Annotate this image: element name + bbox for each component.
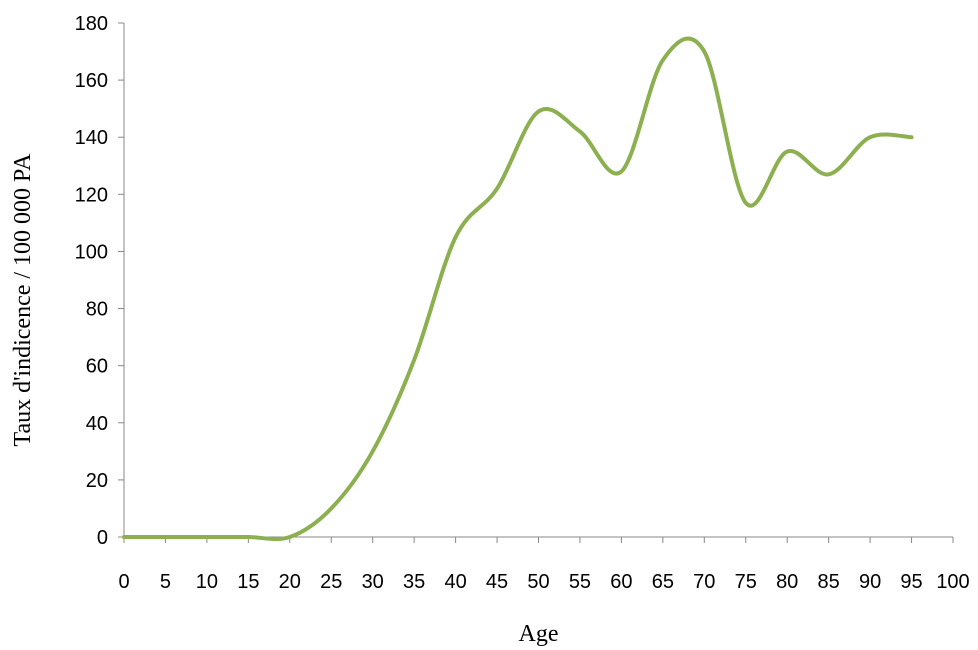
x-tick-label: 60 — [610, 571, 632, 593]
x-axis: 0 5 10 15 20 25 30 35 40 45 50 55 60 65 70 75 80 85 90 95 10… — [118, 536, 970, 593]
x-tick-label: 40 — [444, 571, 466, 593]
y-tick-label: 40 — [86, 413, 108, 435]
y-axis: 0 20 40 60 80 100 120 140 160 180 — [75, 13, 125, 549]
y-tick-label: 180 — [75, 13, 108, 35]
x-tick-label: 5 — [160, 571, 171, 593]
x-tick-label: 85 — [818, 571, 840, 593]
x-tick-label: 35 — [403, 571, 425, 593]
y-tick-label: 140 — [75, 127, 108, 149]
series-layer — [122, 36, 914, 542]
x-tick-label: 80 — [776, 571, 798, 593]
x-tick-label: 75 — [735, 571, 757, 593]
x-tick-label: 65 — [652, 571, 674, 593]
x-tick-label: 45 — [486, 571, 508, 593]
x-tick-label: 90 — [859, 571, 881, 593]
x-tick-label: 10 — [196, 571, 218, 593]
y-tick-label: 100 — [75, 241, 108, 263]
y-tick-label: 120 — [75, 184, 108, 206]
x-axis-title: Age — [519, 621, 559, 647]
y-axis-title: Taux d'indicence / 100 000 PA — [10, 153, 36, 447]
x-tick-label: 95 — [900, 571, 922, 593]
x-tick-label: 50 — [527, 571, 549, 593]
y-tick-label: 60 — [86, 356, 108, 378]
x-tick-label: 30 — [362, 571, 384, 593]
y-tick-label: 80 — [86, 299, 108, 321]
x-tick-label: 15 — [237, 571, 259, 593]
x-tick-label: 25 — [320, 571, 342, 593]
y-tick-label: 20 — [86, 470, 108, 492]
y-tick-label: 160 — [75, 70, 108, 92]
x-tick-label: 100 — [936, 571, 969, 593]
y-tick-label: 0 — [97, 527, 108, 549]
x-tick-label: 55 — [569, 571, 591, 593]
x-tick-label: 0 — [118, 571, 129, 593]
x-tick-label: 70 — [693, 571, 715, 593]
series-line — [122, 36, 914, 542]
x-tick-label: 20 — [279, 571, 301, 593]
